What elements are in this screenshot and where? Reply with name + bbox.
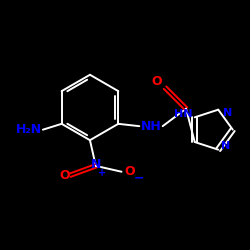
Text: −: − — [134, 171, 144, 184]
Text: O: O — [152, 75, 162, 88]
Text: H₂N: H₂N — [16, 123, 42, 136]
Text: HN: HN — [174, 109, 192, 119]
Text: O: O — [124, 165, 135, 178]
Text: NH: NH — [140, 120, 161, 133]
Text: N: N — [220, 141, 230, 151]
Text: +: + — [98, 168, 106, 178]
Text: O: O — [59, 169, 70, 182]
Text: N: N — [223, 108, 232, 118]
Text: N: N — [90, 158, 101, 171]
